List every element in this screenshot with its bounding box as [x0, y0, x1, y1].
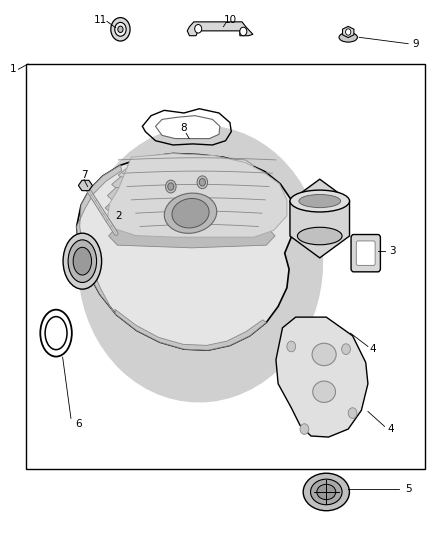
Polygon shape — [155, 116, 220, 139]
Circle shape — [240, 27, 247, 36]
Ellipse shape — [317, 484, 336, 499]
Ellipse shape — [299, 195, 341, 207]
Ellipse shape — [313, 381, 336, 402]
Text: 7: 7 — [81, 170, 88, 180]
Ellipse shape — [311, 479, 342, 505]
Text: 6: 6 — [75, 419, 82, 429]
Polygon shape — [118, 165, 263, 185]
Polygon shape — [107, 154, 287, 237]
Ellipse shape — [63, 233, 102, 289]
Text: 1: 1 — [10, 64, 17, 74]
Polygon shape — [109, 224, 275, 248]
Polygon shape — [107, 185, 274, 206]
Polygon shape — [78, 180, 92, 191]
Ellipse shape — [303, 473, 350, 511]
Circle shape — [111, 18, 130, 41]
Circle shape — [197, 176, 208, 189]
Polygon shape — [106, 211, 277, 233]
Circle shape — [194, 25, 201, 33]
Circle shape — [199, 179, 205, 186]
Polygon shape — [115, 309, 266, 350]
Ellipse shape — [312, 343, 336, 366]
Bar — [26, 64, 425, 469]
Text: 9: 9 — [413, 39, 420, 49]
Circle shape — [168, 183, 174, 190]
Ellipse shape — [339, 33, 357, 42]
Text: 11: 11 — [94, 15, 107, 25]
Circle shape — [348, 408, 357, 418]
Circle shape — [118, 26, 123, 33]
Ellipse shape — [68, 240, 96, 282]
FancyBboxPatch shape — [356, 241, 375, 265]
Circle shape — [166, 180, 176, 193]
Circle shape — [346, 29, 351, 35]
Circle shape — [300, 424, 309, 434]
Circle shape — [115, 22, 126, 36]
FancyBboxPatch shape — [351, 235, 380, 272]
Ellipse shape — [73, 247, 92, 275]
Polygon shape — [127, 157, 254, 174]
Text: 8: 8 — [180, 123, 187, 133]
Polygon shape — [112, 174, 269, 195]
Polygon shape — [77, 165, 122, 314]
Circle shape — [342, 344, 350, 354]
Text: 4: 4 — [387, 424, 394, 434]
Ellipse shape — [164, 193, 217, 233]
Polygon shape — [276, 317, 368, 437]
Polygon shape — [343, 26, 354, 37]
Text: 10: 10 — [223, 15, 237, 25]
Polygon shape — [187, 22, 253, 36]
Ellipse shape — [172, 198, 209, 228]
Ellipse shape — [78, 125, 323, 402]
Ellipse shape — [297, 227, 342, 245]
Text: 5: 5 — [405, 484, 412, 494]
Text: 3: 3 — [389, 246, 396, 255]
Text: 2: 2 — [115, 211, 122, 221]
Polygon shape — [105, 197, 276, 219]
Ellipse shape — [45, 317, 67, 350]
Text: 4: 4 — [369, 344, 376, 354]
Circle shape — [287, 341, 296, 352]
Polygon shape — [290, 179, 350, 258]
Ellipse shape — [290, 190, 350, 212]
Polygon shape — [77, 154, 294, 350]
